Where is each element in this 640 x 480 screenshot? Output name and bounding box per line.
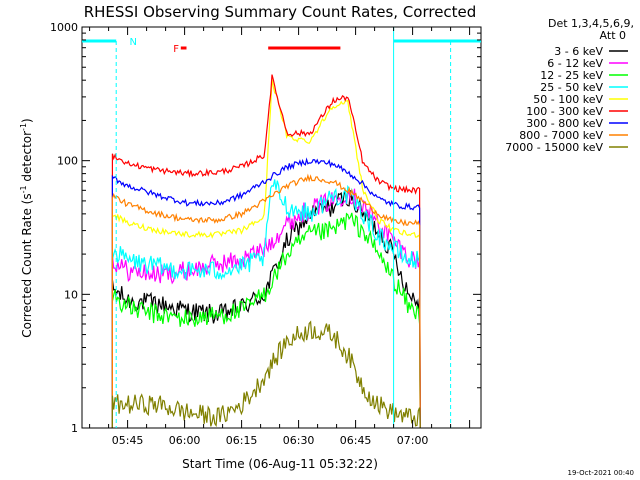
svg-text:Corrected Count Rate (s-1 dete: Corrected Count Rate (s-1 detector-1) (19, 118, 34, 337)
series-line-25-50kev (111, 179, 421, 429)
legend-label: 12 - 25 keV (540, 69, 603, 82)
legend-label: 50 - 100 keV (533, 93, 603, 106)
series-line-800-7000kev (111, 173, 421, 429)
plot-frame (81, 26, 482, 429)
x-tick-label: 07:00 (397, 434, 429, 447)
y-tick-label: 1 (71, 422, 78, 435)
series-line-3-6kev (111, 189, 421, 429)
legend-label: 25 - 50 keV (540, 81, 603, 94)
series-line-50-100kev (111, 79, 421, 429)
x-tick-label: 06:45 (340, 434, 372, 447)
y-axis-label-end: ) (20, 118, 34, 123)
legend-header-line2: Att 0 (600, 29, 626, 42)
legend-label: 6 - 12 keV (547, 57, 603, 70)
legend-header-line1: Det 1,3,4,5,6,9, (548, 17, 634, 30)
chart-title: RHESSI Observing Summary Count Rates, Co… (84, 3, 477, 21)
legend-label: 7000 - 15000 keV (505, 141, 603, 154)
y-tick-label: 1000 (50, 21, 78, 34)
legend-label: 800 - 7000 keV (519, 129, 603, 142)
timestamp-footer: 19-Oct-2021 00:40 (568, 469, 634, 477)
flare-flag-label: F (173, 44, 179, 55)
legend-label: 300 - 800 keV (526, 117, 603, 130)
x-tick-label: 06:15 (226, 434, 258, 447)
y-tick-label: 10 (64, 288, 78, 301)
series-line-12-25kev (111, 212, 421, 429)
x-tick-label: 06:30 (283, 434, 315, 447)
series-line-300-800kev (111, 157, 421, 429)
y-axis-label-sup1: -1 (19, 185, 28, 193)
x-tick-label: 05:45 (112, 434, 144, 447)
y-tick-label: 100 (57, 155, 78, 168)
x-tick-label: 06:00 (169, 434, 201, 447)
series-line-100-300kev (111, 74, 421, 429)
x-axis-label: Start Time (06-Aug-11 05:32:22) (182, 457, 378, 471)
series-line-7000-15000kev (111, 320, 421, 429)
y-axis-label: Corrected Count Rate (s-1 detector-1) (19, 118, 34, 337)
plot-layer: N F 1 10 100 1000 05:45 06:00 06:15 06:30 06:45 07:… (50, 21, 482, 447)
y-axis-label-main: Corrected Count Rate (s (20, 193, 34, 337)
legend-label: 3 - 6 keV (554, 45, 603, 58)
y-axis-label-sup2: -1 (19, 123, 28, 131)
night-label: N (130, 37, 137, 48)
y-axis-label-mid: detector (20, 131, 34, 186)
legend-label: 100 - 300 keV (526, 105, 603, 118)
